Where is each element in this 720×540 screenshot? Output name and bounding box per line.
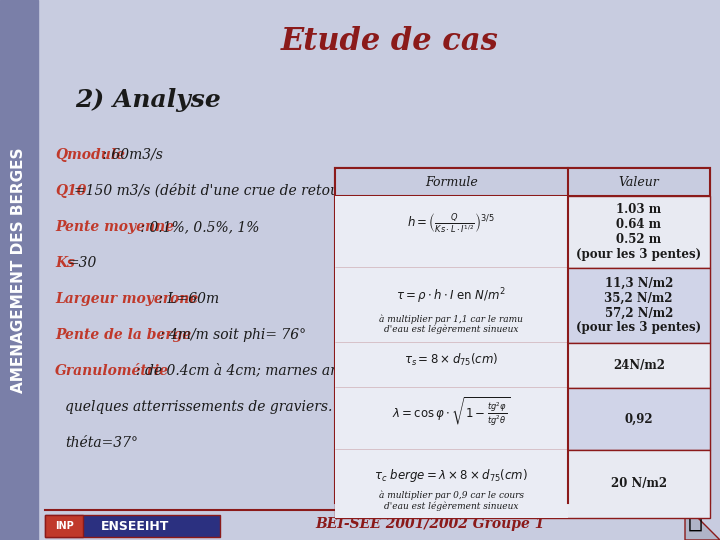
- Text: 20 N/m2: 20 N/m2: [611, 477, 667, 490]
- Text: $h = \left(\frac{Q}{Ks \cdot L \cdot I^{1/2}}\right)^{3/5}$: $h = \left(\frac{Q}{Ks \cdot L \cdot I^{…: [408, 211, 495, 235]
- Text: $\tau_s = 8 \times d_{75}(cm)$: $\tau_s = 8 \times d_{75}(cm)$: [404, 352, 498, 368]
- Text: 11,3 N/m2
35,2 N/m2
57,2 N/m2
(pour les 3 pentes): 11,3 N/m2 35,2 N/m2 57,2 N/m2 (pour les …: [576, 276, 701, 334]
- Bar: [335, 196, 710, 268]
- Text: : L=60m: : L=60m: [154, 292, 220, 306]
- Text: Ks: Ks: [55, 256, 75, 270]
- Text: : de 0.4cm à 4cm; marnes argileuses et: : de 0.4cm à 4cm; marnes argileuses et: [135, 363, 412, 379]
- Text: 24N/m2: 24N/m2: [613, 359, 665, 372]
- Bar: [335, 450, 710, 518]
- Bar: [335, 168, 710, 503]
- Text: AMENAGEMENT DES BERGES: AMENAGEMENT DES BERGES: [12, 147, 27, 393]
- Text: INP: INP: [55, 521, 73, 531]
- Text: Formule: Formule: [425, 176, 477, 188]
- Text: Valeur: Valeur: [618, 176, 659, 188]
- Text: : 0.1%, 0.5%, 1%: : 0.1%, 0.5%, 1%: [135, 220, 259, 234]
- Text: ENSEEIHT: ENSEEIHT: [101, 519, 169, 532]
- Text: $\tau = \rho \cdot h \cdot I$ en $N/m^2$: $\tau = \rho \cdot h \cdot I$ en $N/m^2$: [396, 287, 506, 306]
- Text: Largeur moyerone: Largeur moyerone: [55, 292, 198, 306]
- Text: à multiplier par 1,1 car le ramu
d'eau est légèrement sinueux: à multiplier par 1,1 car le ramu d'eau e…: [379, 314, 523, 334]
- Text: Etude de cas: Etude de cas: [281, 26, 499, 57]
- Bar: [335, 388, 710, 450]
- Bar: [335, 343, 710, 388]
- Text: Granulométrie: Granulométrie: [55, 364, 169, 378]
- Text: BEI-SEE 2001/2002 Groupe 1: BEI-SEE 2001/2002 Groupe 1: [315, 517, 545, 531]
- Bar: [335, 168, 710, 196]
- Text: $\tau_c\ berge = \lambda \times 8 \times d_{75}(cm)$: $\tau_c\ berge = \lambda \times 8 \times…: [374, 467, 528, 484]
- Bar: [335, 450, 567, 518]
- Text: : 4m/m soit phi= 76°: : 4m/m soit phi= 76°: [161, 328, 307, 342]
- Bar: [0, 0, 38, 540]
- Text: $\lambda = \cos\varphi \cdot \sqrt{1 - \frac{tg^2\varphi}{tg^2\theta}}$: $\lambda = \cos\varphi \cdot \sqrt{1 - \…: [392, 396, 510, 428]
- Text: Q10: Q10: [55, 184, 86, 198]
- Text: théta=37°: théta=37°: [65, 436, 138, 450]
- Text: =30: =30: [68, 256, 96, 270]
- Text: Qmodule: Qmodule: [55, 148, 125, 162]
- Bar: [335, 388, 567, 450]
- Text: quelques atterrissements de graviers. d75=3cm soit: quelques atterrissements de graviers. d7…: [65, 400, 435, 414]
- Bar: [45, 515, 220, 537]
- Text: : 60m3/s: : 60m3/s: [99, 148, 163, 162]
- Text: Pente moyenne: Pente moyenne: [55, 220, 174, 234]
- Text: Pente de la berge: Pente de la berge: [55, 328, 192, 342]
- Bar: [335, 268, 567, 343]
- Bar: [45, 515, 83, 537]
- Polygon shape: [685, 505, 720, 540]
- Bar: [335, 196, 567, 268]
- Bar: [335, 343, 567, 388]
- Bar: [335, 268, 710, 343]
- Text: 🍁: 🍁: [688, 508, 703, 532]
- Text: 2) Analyse: 2) Analyse: [75, 88, 221, 112]
- Text: 1.03 m
0.64 m
0.52 m
(pour les 3 pentes): 1.03 m 0.64 m 0.52 m (pour les 3 pentes): [576, 203, 701, 261]
- Text: 0,92: 0,92: [624, 413, 653, 426]
- Text: à multiplier par 0,9 car le cours
d'eau est légèrement sinueux: à multiplier par 0,9 car le cours d'eau …: [379, 491, 523, 511]
- Text: =150 m3/s (débit d'une crue de retour 10 ans): =150 m3/s (débit d'une crue de retour 10…: [73, 184, 401, 198]
